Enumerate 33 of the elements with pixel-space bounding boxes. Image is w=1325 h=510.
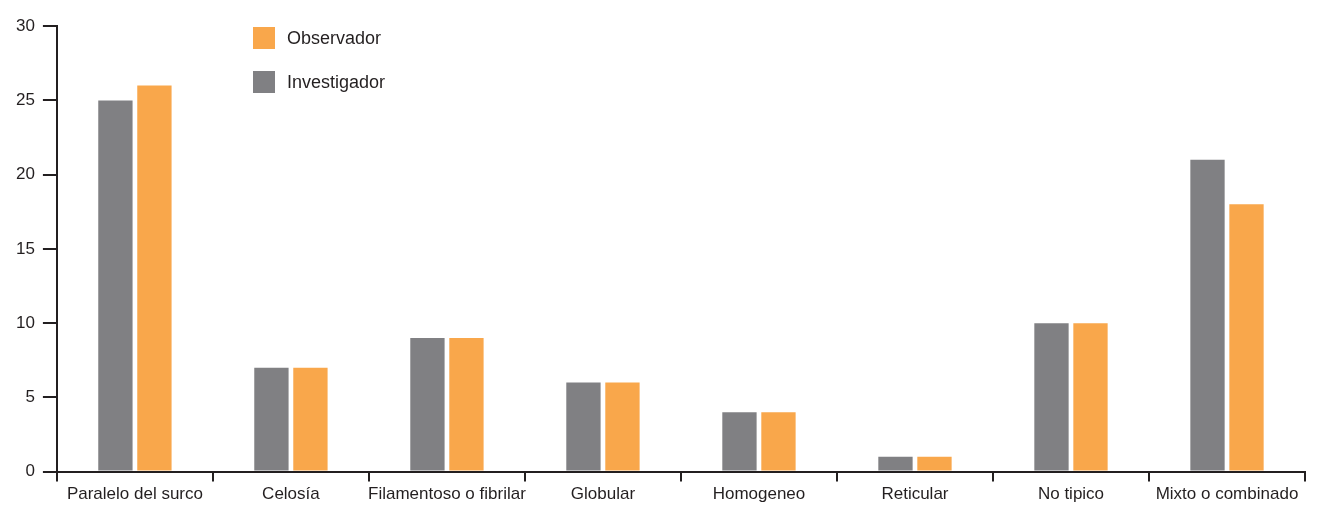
y-tick-label: 30 <box>15 15 35 35</box>
bar <box>722 412 757 471</box>
x-tick-label: Celosía <box>262 484 321 504</box>
x-tick-label: Mixto o combinado <box>1155 484 1299 504</box>
bar <box>1229 204 1264 471</box>
bar <box>917 456 952 471</box>
bar <box>605 382 640 471</box>
bar <box>761 412 796 471</box>
y-tick-label: 20 <box>15 164 35 184</box>
legend-label: Observador <box>287 27 382 49</box>
bar <box>137 85 172 471</box>
x-tick-label: Filamentoso o fibrilar <box>368 484 527 504</box>
y-tick-label: 15 <box>15 238 35 258</box>
bar <box>1034 323 1069 471</box>
bar <box>449 337 484 471</box>
x-tick-label: No tipico <box>1037 484 1105 504</box>
x-tick-label: Reticular <box>881 484 949 504</box>
x-tick-label: Globular <box>570 484 636 504</box>
y-tick-label: 10 <box>15 312 35 332</box>
legend-label: Investigador <box>287 71 386 93</box>
bar <box>293 367 328 471</box>
bar <box>254 367 289 471</box>
x-tick-label: Homogeneo <box>712 484 806 504</box>
bar <box>1073 323 1108 471</box>
y-tick-label: 5 <box>25 387 35 407</box>
y-tick-label: 0 <box>25 461 35 481</box>
bar <box>410 337 445 471</box>
bar <box>98 100 133 471</box>
x-tick-label: Paralelo del surco <box>66 484 203 504</box>
y-tick-label: 25 <box>15 90 35 110</box>
bar <box>566 382 601 471</box>
bar <box>878 456 913 471</box>
bar <box>1190 159 1225 471</box>
